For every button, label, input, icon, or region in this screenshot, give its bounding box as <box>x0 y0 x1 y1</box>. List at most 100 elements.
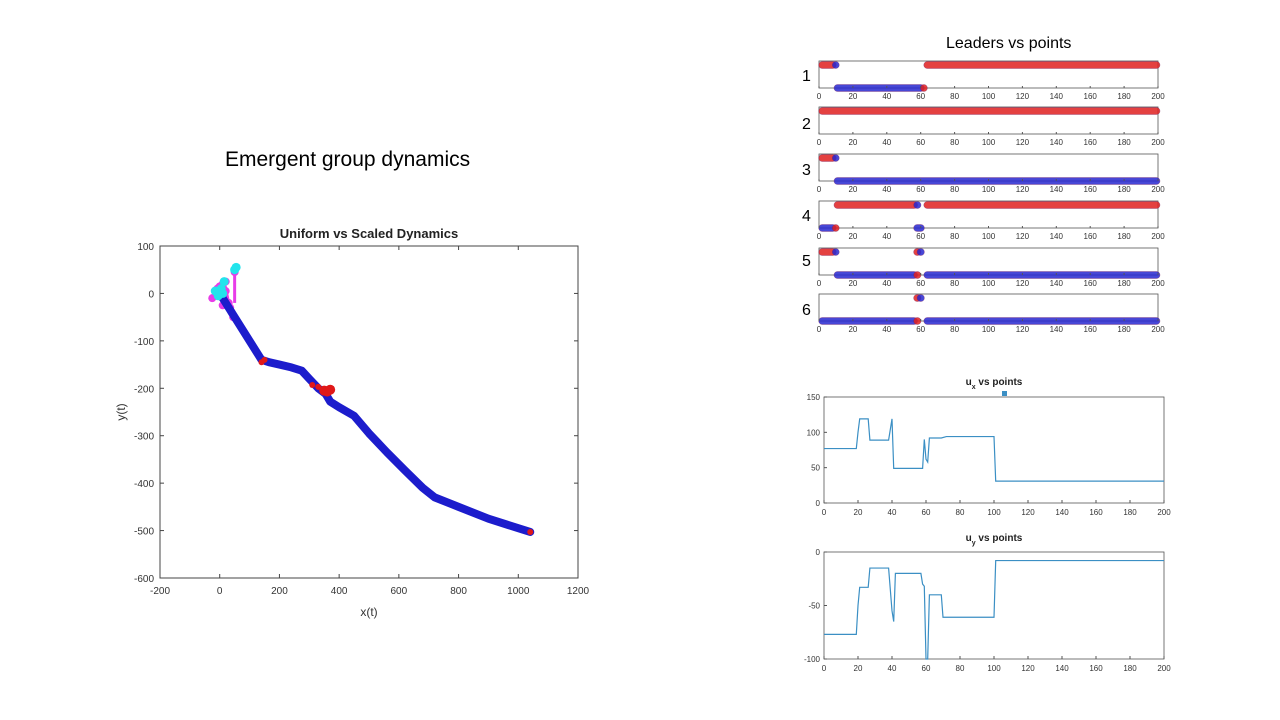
leaders-x-tick-label: 20 <box>848 92 857 101</box>
leaders-marker-band <box>818 317 918 325</box>
leaders-x-tick-label: 160 <box>1084 232 1098 241</box>
leaders-x-tick-label: 160 <box>1084 325 1098 334</box>
leaders-x-tick-label: 40 <box>882 185 891 194</box>
start-cyan-point <box>219 277 229 287</box>
y-tick-label: 0 <box>148 289 154 300</box>
leaders-x-tick-label: 60 <box>916 138 925 147</box>
leaders-marker-band <box>916 248 925 256</box>
leaders-x-tick-label: 80 <box>950 185 959 194</box>
leaders-row-label: 4 <box>802 208 811 225</box>
x-tick-label: 400 <box>331 586 348 597</box>
leaders-x-tick-label: 0 <box>817 185 822 194</box>
y-tick-label: 100 <box>137 242 154 253</box>
leaders-marker-band <box>923 201 1161 209</box>
leaders-x-tick-label: 180 <box>1117 232 1131 241</box>
uniform-trajectory-point <box>315 383 322 390</box>
leaders-x-tick-label: 100 <box>982 325 996 334</box>
leaders-x-tick-label: 120 <box>1016 232 1030 241</box>
leaders-marker-band <box>913 224 925 232</box>
leaders-row-frame <box>818 153 1159 182</box>
start-cyan-point <box>230 265 240 275</box>
leaders-x-tick-label: 40 <box>882 325 891 334</box>
y-tick-label: -300 <box>134 432 154 443</box>
leaders-x-tick-label: 80 <box>950 232 959 241</box>
uy-x-tick-label: 60 <box>922 664 931 673</box>
ux-x-tick-label: 160 <box>1089 508 1103 517</box>
leaders-marker-band <box>833 177 1161 185</box>
uy-x-tick-label: 160 <box>1089 664 1103 673</box>
leaders-marker-band <box>923 61 1161 69</box>
leaders-panel-title: Leaders vs points <box>946 35 1072 52</box>
leaders-x-tick-label: 180 <box>1117 325 1131 334</box>
leaders-x-tick-label: 60 <box>916 325 925 334</box>
leaders-x-tick-label: 80 <box>950 279 959 288</box>
leaders-x-tick-label: 180 <box>1117 185 1131 194</box>
ux-y-tick-label: 50 <box>811 464 820 473</box>
leaders-x-tick-label: 80 <box>950 92 959 101</box>
x-tick-label: 200 <box>271 586 288 597</box>
y-axis-label: y(t) <box>114 403 128 420</box>
leaders-x-tick-label: 100 <box>982 92 996 101</box>
leaders-marker-band <box>833 271 918 279</box>
uy-series-line <box>824 559 1164 660</box>
leaders-x-tick-label: 160 <box>1084 92 1098 101</box>
trajectory-chart-title: Uniform vs Scaled Dynamics <box>280 226 458 241</box>
y-tick-label: -600 <box>134 574 154 585</box>
leaders-marker-band <box>916 294 925 302</box>
leaders-x-tick-label: 140 <box>1050 325 1064 334</box>
leaders-x-tick-label: 60 <box>916 279 925 288</box>
uniform-trajectory-point <box>325 384 336 395</box>
x-tick-label: 600 <box>391 586 408 597</box>
leaders-marker-band <box>832 248 840 256</box>
y-tick-label: -400 <box>134 479 154 490</box>
leaders-x-tick-label: 180 <box>1117 138 1131 147</box>
uy-x-tick-label: 100 <box>987 664 1001 673</box>
y-tick-label: -100 <box>134 337 154 348</box>
leaders-row-label: 6 <box>802 302 811 319</box>
leaders-x-tick-label: 140 <box>1050 185 1064 194</box>
leaders-x-tick-label: 0 <box>817 279 822 288</box>
leaders-x-tick-label: 180 <box>1117 279 1131 288</box>
leaders-x-tick-label: 60 <box>916 185 925 194</box>
ux-y-tick-label: 150 <box>807 393 821 402</box>
leaders-marker-band <box>833 201 918 209</box>
leaders-marker-band <box>923 271 1161 279</box>
leaders-x-tick-label: 20 <box>848 279 857 288</box>
slide-title: Emergent group dynamics <box>225 148 471 171</box>
uniform-trajectory-point <box>261 356 268 363</box>
uy-x-tick-label: 140 <box>1055 664 1069 673</box>
x-tick-label: 1200 <box>567 586 590 597</box>
leaders-marker-band <box>923 317 1161 325</box>
uy-x-tick-label: 0 <box>822 664 827 673</box>
leaders-x-tick-label: 100 <box>982 138 996 147</box>
leaders-x-tick-label: 160 <box>1084 185 1098 194</box>
leaders-x-tick-label: 100 <box>982 279 996 288</box>
leaders-x-tick-label: 200 <box>1151 279 1165 288</box>
leaders-x-tick-label: 200 <box>1151 92 1165 101</box>
leaders-marker-band <box>832 154 840 162</box>
ux-y-tick-label: 100 <box>807 428 821 437</box>
leaders-x-tick-label: 20 <box>848 325 857 334</box>
leaders-x-tick-label: 120 <box>1016 325 1030 334</box>
uy-x-tick-label: 180 <box>1123 664 1137 673</box>
leaders-x-tick-label: 20 <box>848 138 857 147</box>
leaders-row-frame <box>818 293 1159 322</box>
x-tick-label: 1000 <box>507 586 530 597</box>
leaders-marker-band <box>818 107 1161 115</box>
leaders-marker-band <box>832 224 840 232</box>
ux-series-line <box>824 418 1164 482</box>
ux-x-tick-label: 140 <box>1055 508 1069 517</box>
uy-x-tick-label: 20 <box>854 664 863 673</box>
uy-x-tick-label: 120 <box>1021 664 1035 673</box>
leaders-x-tick-label: 60 <box>916 92 925 101</box>
leaders-x-tick-label: 40 <box>882 138 891 147</box>
leaders-marker-band <box>913 317 922 325</box>
leaders-x-tick-label: 180 <box>1117 92 1131 101</box>
leaders-x-tick-label: 100 <box>982 232 996 241</box>
leaders-x-tick-label: 0 <box>817 92 822 101</box>
uniform-trajectory-point <box>527 528 534 535</box>
ux-x-tick-label: 40 <box>888 508 897 517</box>
leaders-x-tick-label: 80 <box>950 325 959 334</box>
leaders-row-label: 1 <box>802 68 811 85</box>
ux-title-marker <box>1002 391 1007 396</box>
